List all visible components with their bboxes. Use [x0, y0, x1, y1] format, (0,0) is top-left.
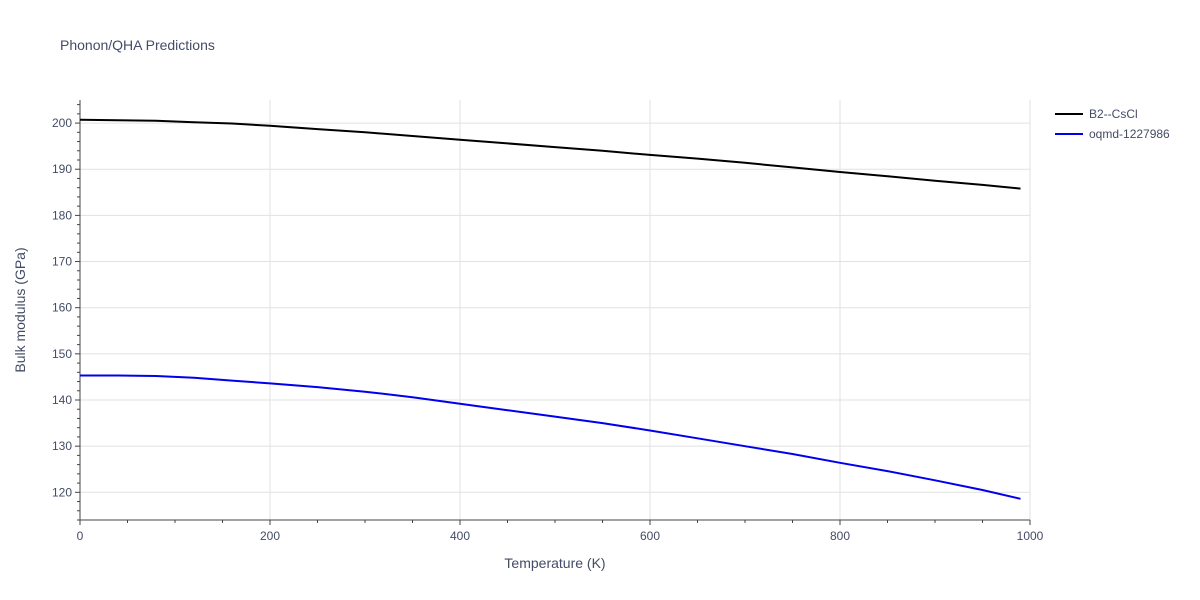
- x-tick-label: 0: [77, 529, 84, 543]
- axes: 120 130 140 150 160 170 180 190 200 0 200 400 600 800…: [52, 100, 1044, 543]
- chart-title: Phonon/QHA Predictions: [60, 37, 215, 53]
- x-tick-label: 600: [640, 529, 660, 543]
- y-tick-label: 130: [52, 439, 72, 453]
- series-line-1: [80, 374, 1021, 500]
- y-axis-title: Bulk modulus (GPa): [12, 247, 28, 372]
- grid: [80, 100, 1031, 520]
- x-tick-label: 200: [260, 529, 280, 543]
- legend-item-1[interactable]: oqmd-1227986: [1055, 127, 1170, 141]
- y-tick-label: 120: [52, 485, 72, 499]
- legend-label: oqmd-1227986: [1089, 127, 1170, 141]
- y-tick-label: 190: [52, 162, 72, 176]
- legend[interactable]: B2--CsCl oqmd-1227986: [1055, 107, 1170, 141]
- x-tick-label: 1000: [1017, 529, 1044, 543]
- y-tick-label: 140: [52, 393, 72, 407]
- y-tick-label: 160: [52, 301, 72, 315]
- y-tick-label: 170: [52, 255, 72, 269]
- x-tick-label: 400: [450, 529, 470, 543]
- series-group: [79, 118, 1021, 500]
- y-tick-label: 200: [52, 116, 72, 130]
- y-tick-label: 180: [52, 208, 72, 222]
- legend-item-0[interactable]: B2--CsCl: [1055, 107, 1138, 121]
- x-axis-title: Temperature (K): [504, 555, 605, 571]
- x-tick-label: 800: [830, 529, 850, 543]
- legend-label: B2--CsCl: [1089, 107, 1138, 121]
- y-tick-label: 150: [52, 347, 72, 361]
- series-line-0: [79, 118, 1021, 190]
